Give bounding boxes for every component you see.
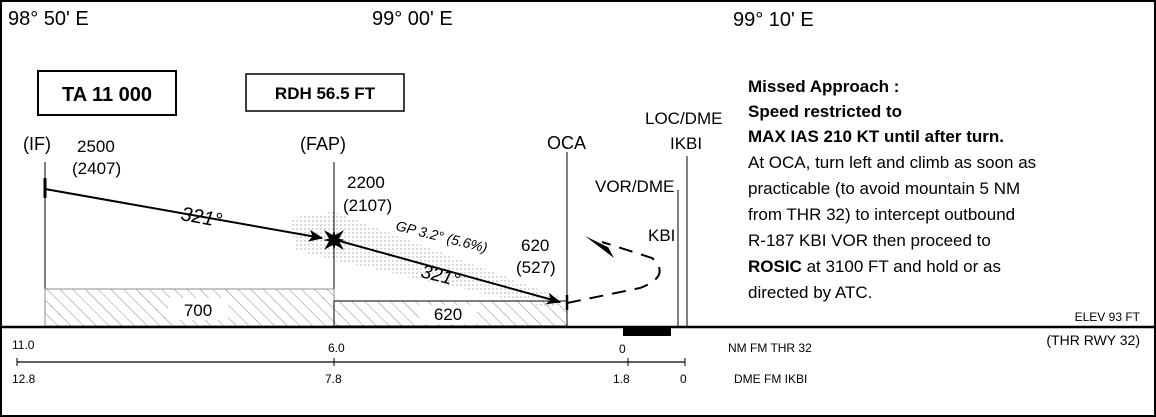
- missed-approach-title: Missed Approach :: [748, 77, 899, 96]
- oca-altitude-ref: (527): [516, 258, 556, 277]
- longitude-label-3: 99° 10' E: [733, 9, 814, 31]
- oca-altitude: 620: [521, 236, 549, 255]
- vor-dme-label: VOR/DME: [595, 177, 674, 196]
- dme-tick-label: 1.8: [613, 372, 630, 386]
- missed-approach-line: At OCA, turn left and climb as soon as: [748, 153, 1036, 172]
- fap-altitude: 2200: [347, 173, 385, 192]
- nm-tick-label: 11.0: [12, 338, 35, 352]
- transition-altitude-box: [37, 70, 177, 116]
- fap-altitude-ref: (2107): [343, 196, 392, 215]
- if-altitude-ref: (2407): [72, 159, 121, 178]
- if-altitude: 2500: [77, 137, 115, 156]
- final-approach-track: [335, 239, 562, 305]
- nm-scale-label: NM FM THR 32: [728, 341, 812, 355]
- min-altitude-initial-value: 700: [184, 301, 212, 320]
- loc-dme-label: LOC/DME: [645, 109, 722, 128]
- vor-dme-ident: KBI: [648, 226, 675, 245]
- threshold-ref-label: (THR RWY 32): [1046, 332, 1140, 348]
- initial-track-label: 321°: [179, 203, 224, 232]
- if-label: (IF): [23, 134, 51, 154]
- rosic-instruction: at 3100 FT and hold or as: [802, 257, 1001, 276]
- dme-scale-label: DME FM IKBI: [734, 372, 807, 386]
- fap-label: (FAP): [300, 134, 346, 154]
- fap-star-icon: [323, 229, 345, 251]
- runway-bar: [623, 327, 671, 336]
- nm-tick-label: 6.0: [328, 341, 345, 355]
- dme-tick-label: 12.8: [12, 372, 36, 386]
- missed-approach-line: practicable (to avoid mountain 5 NM: [748, 179, 1020, 198]
- oca-label: OCA: [547, 133, 586, 153]
- loc-dme-ident: IKBI: [670, 134, 702, 153]
- transition-altitude: TA 11 000: [62, 84, 152, 106]
- missed-approach-last-line: directed by ATC.: [748, 283, 872, 302]
- missed-approach-speed-line: Speed restricted to: [748, 102, 902, 121]
- nm-tick-label: 0: [619, 342, 626, 356]
- missed-approach-path: [566, 241, 661, 304]
- rosic-fix-name: ROSIC: [748, 257, 802, 276]
- rdh-box: [245, 73, 405, 112]
- initial-approach-track: [44, 188, 324, 242]
- rdh-value: RDH 56.5 FT: [275, 84, 376, 103]
- missed-approach-speed-limit: MAX IAS 210 KT until after turn.: [748, 127, 1004, 146]
- dme-tick-label: 7.8: [325, 372, 342, 386]
- missed-approach-line: from THR 32) to intercept outbound: [748, 205, 1015, 224]
- min-altitude-final-value: 620: [434, 305, 462, 324]
- missed-approach-line: R-187 KBI VOR then proceed to: [748, 231, 991, 250]
- missed-approach-arrow-icon: [585, 236, 618, 258]
- missed-approach-hold-line: ROSIC at 3100 FT and hold or as: [748, 257, 1001, 276]
- longitude-label-2: 99° 00' E: [372, 8, 453, 30]
- elevation-label: ELEV 93 FT: [1075, 310, 1141, 324]
- dme-tick-label: 0: [680, 372, 687, 386]
- longitude-label-1: 98° 50' E: [8, 8, 89, 30]
